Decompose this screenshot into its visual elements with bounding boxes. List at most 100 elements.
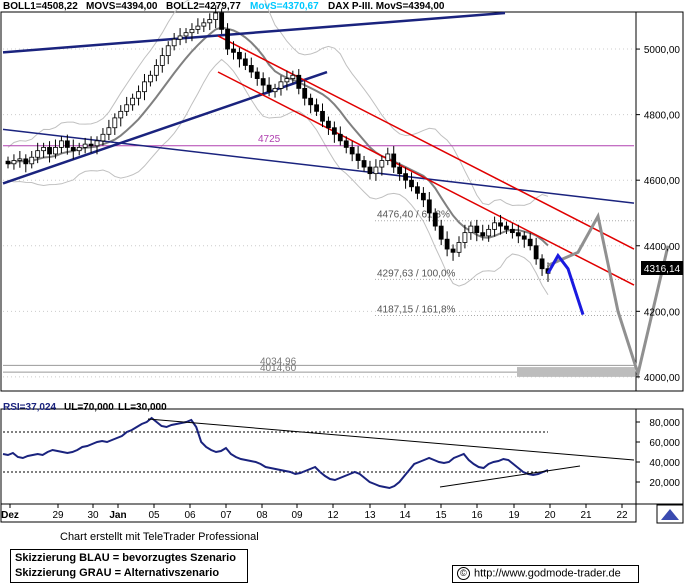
candle-body bbox=[254, 71, 260, 79]
date-tick-label: 19 bbox=[508, 510, 520, 521]
level-label: 4014,60 bbox=[260, 363, 297, 374]
level-label: 4297,63 / 100,0% bbox=[377, 268, 456, 279]
candle-body bbox=[94, 140, 100, 147]
candle-body bbox=[320, 110, 325, 122]
candle-body bbox=[195, 25, 201, 30]
candle-body bbox=[106, 127, 112, 135]
candle-body bbox=[165, 45, 171, 57]
candle-body bbox=[248, 65, 254, 73]
arrow-up-icon bbox=[661, 509, 679, 520]
date-tick-label: 14 bbox=[399, 510, 411, 521]
candle-body bbox=[278, 81, 284, 89]
candle-body bbox=[426, 199, 432, 214]
candle-body bbox=[308, 97, 314, 106]
candle-body bbox=[515, 232, 521, 237]
candle-body bbox=[153, 65, 159, 76]
last-price-label: 4316,14 bbox=[644, 264, 681, 275]
candle-body bbox=[29, 156, 35, 165]
level-label: 4187,15 / 161,8% bbox=[377, 305, 456, 316]
candle-body bbox=[260, 78, 266, 86]
candle-body bbox=[183, 32, 189, 37]
candle-body bbox=[409, 179, 414, 188]
date-tick-label: 09 bbox=[291, 510, 303, 521]
price-tick-label: 4800,00 bbox=[644, 111, 681, 122]
date-tick-label: 20 bbox=[544, 510, 556, 521]
price-tick-label: 5000,00 bbox=[644, 45, 681, 56]
candle-body bbox=[509, 228, 515, 234]
candle-body bbox=[171, 38, 177, 47]
candle-body bbox=[266, 84, 272, 93]
date-ticks: Dez 29 30 Jan 05 06 07 08 09 12 13 14 15 16 19 20 21 22 bbox=[1, 504, 628, 521]
candle-body bbox=[480, 232, 486, 237]
candle-body bbox=[53, 147, 58, 155]
candle-body bbox=[468, 225, 474, 234]
rsi-axis bbox=[635, 408, 684, 505]
candle-body bbox=[47, 147, 52, 155]
candle-body bbox=[41, 147, 47, 152]
bollinger-lower bbox=[7, 58, 549, 296]
legend-blue: Skizzierung BLAU = bevorzugtes Szenario bbox=[15, 552, 236, 564]
date-tick-label: 08 bbox=[256, 510, 268, 521]
candle-body bbox=[296, 74, 302, 89]
candle-body bbox=[521, 235, 527, 240]
candle-body bbox=[539, 258, 545, 270]
candle-body bbox=[207, 19, 213, 24]
candle-body bbox=[498, 222, 503, 227]
rsi-tick-label: 40,000 bbox=[649, 458, 680, 469]
rsi-lines bbox=[2, 416, 635, 490]
rsi-panel bbox=[0, 408, 637, 505]
header-boll1: BOLL1=4508,22 bbox=[3, 1, 78, 12]
candle-body bbox=[124, 104, 130, 112]
candle-body bbox=[219, 12, 225, 30]
rsi-header-ul: UL=70,000 bbox=[64, 402, 114, 413]
price-tick-label: 4200,00 bbox=[644, 307, 681, 318]
candle-body bbox=[420, 192, 426, 201]
date-tick-label: 05 bbox=[148, 510, 160, 521]
candle-body bbox=[11, 160, 17, 165]
header-movs: MOVS=4394,00 bbox=[86, 1, 158, 12]
level-label: 4725 bbox=[258, 134, 281, 145]
candlesticks bbox=[5, 5, 551, 282]
candle-body bbox=[284, 78, 290, 83]
candle-body bbox=[355, 153, 361, 161]
candle-body bbox=[343, 140, 349, 148]
candle-body bbox=[88, 143, 94, 147]
scenarios bbox=[546, 212, 670, 380]
candle-body bbox=[35, 150, 41, 158]
website-url[interactable]: http://www.godmode-trader.de bbox=[474, 567, 621, 580]
candle-body bbox=[444, 238, 450, 250]
price-tick-label: 4600,00 bbox=[644, 176, 681, 187]
candle-body bbox=[17, 158, 23, 161]
candle-body bbox=[177, 35, 183, 40]
date-tick-label: 12 bbox=[327, 510, 339, 521]
date-tick-label: 29 bbox=[52, 510, 64, 521]
candle-body bbox=[159, 55, 165, 66]
rsi-support-line bbox=[439, 465, 581, 488]
candle-body bbox=[373, 166, 379, 175]
candle-body bbox=[148, 74, 153, 83]
price-ticks: 4000,00 4200,00 4400,00 4600,00 4800,00 5000,… bbox=[636, 45, 680, 384]
candle-body bbox=[59, 140, 64, 148]
candle-body bbox=[456, 242, 462, 253]
candle-body bbox=[213, 12, 219, 20]
rsi-line bbox=[2, 416, 549, 490]
price-tick-label: 4000,00 bbox=[644, 373, 681, 384]
date-axis bbox=[0, 503, 637, 523]
resistance-trendline bbox=[2, 11, 506, 54]
candle-body bbox=[130, 97, 136, 106]
candle-body bbox=[112, 117, 118, 129]
website-link[interactable]: © http://www.godmode-trader.de bbox=[452, 565, 639, 583]
candle-body bbox=[415, 186, 420, 194]
candle-body bbox=[432, 212, 438, 227]
candle-body bbox=[76, 147, 82, 152]
candle-body bbox=[397, 166, 403, 175]
price-tick-label: 4400,00 bbox=[644, 242, 681, 253]
rsi-tick-label: 20,000 bbox=[649, 478, 680, 489]
channel-lower-line bbox=[217, 71, 635, 286]
rsi-ticks: 20,000 40,000 60,000 80,000 bbox=[636, 418, 680, 489]
target-zone bbox=[517, 367, 635, 377]
candle-body bbox=[64, 140, 70, 148]
candle-body bbox=[142, 81, 147, 93]
candle-body bbox=[70, 147, 76, 152]
